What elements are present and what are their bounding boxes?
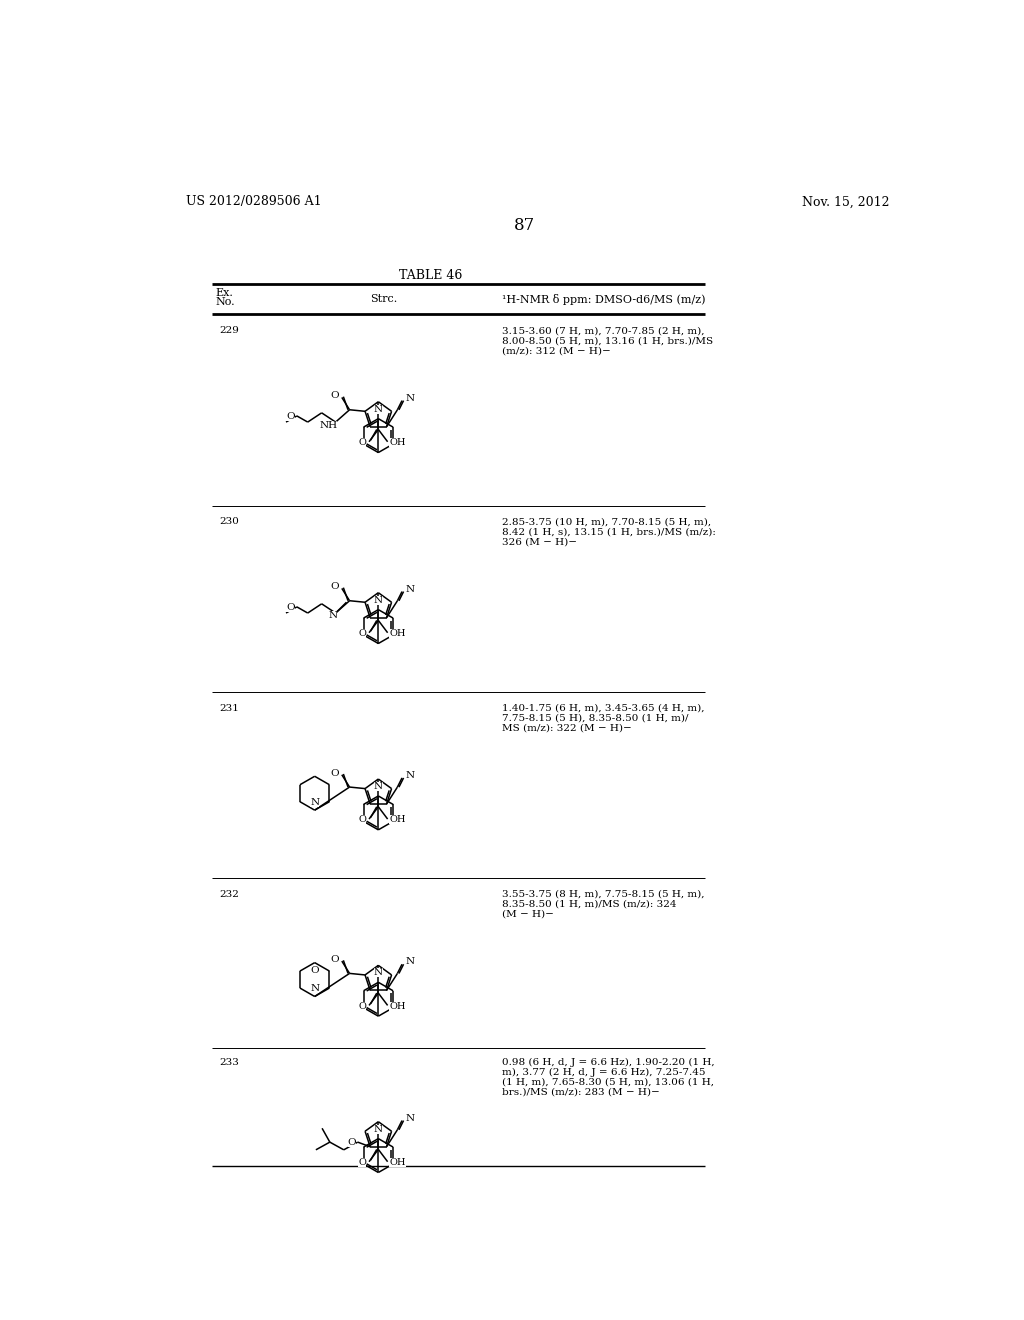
- Text: ¹H-NMR δ ppm: DMSO-d6/MS (m/z): ¹H-NMR δ ppm: DMSO-d6/MS (m/z): [502, 294, 706, 305]
- Text: 326 (M − H)−: 326 (M − H)−: [502, 537, 577, 546]
- Text: N: N: [406, 771, 415, 780]
- Text: (M − H)−: (M − H)−: [502, 909, 553, 919]
- Text: MS (m/z): 322 (M − H)−: MS (m/z): 322 (M − H)−: [502, 723, 632, 733]
- Text: O: O: [358, 816, 366, 824]
- Text: 232: 232: [219, 890, 240, 899]
- Text: N: N: [310, 985, 319, 994]
- Text: O: O: [330, 392, 339, 400]
- Text: OH: OH: [389, 1158, 406, 1167]
- Text: O: O: [330, 768, 339, 777]
- Text: N: N: [374, 405, 383, 413]
- Text: brs.)/MS (m/z): 283 (M − H)−: brs.)/MS (m/z): 283 (M − H)−: [502, 1088, 659, 1097]
- Text: O: O: [286, 412, 295, 421]
- Text: O: O: [358, 1158, 366, 1167]
- Text: 87: 87: [514, 216, 536, 234]
- Text: 231: 231: [219, 704, 240, 713]
- Text: N: N: [374, 969, 383, 977]
- Text: 1.40-1.75 (6 H, m), 3.45-3.65 (4 H, m),: 1.40-1.75 (6 H, m), 3.45-3.65 (4 H, m),: [502, 704, 705, 713]
- Text: 0.98 (6 H, d, J = 6.6 Hz), 1.90-2.20 (1 H,: 0.98 (6 H, d, J = 6.6 Hz), 1.90-2.20 (1 …: [502, 1057, 714, 1067]
- Text: OH: OH: [389, 1002, 406, 1011]
- Text: 3.15-3.60 (7 H, m), 7.70-7.85 (2 H, m),: 3.15-3.60 (7 H, m), 7.70-7.85 (2 H, m),: [502, 326, 705, 335]
- Text: OH: OH: [389, 630, 406, 638]
- Text: 2.85-3.75 (10 H, m), 7.70-8.15 (5 H, m),: 2.85-3.75 (10 H, m), 7.70-8.15 (5 H, m),: [502, 517, 711, 527]
- Text: m), 3.77 (2 H, d, J = 6.6 Hz), 7.25-7.45: m), 3.77 (2 H, d, J = 6.6 Hz), 7.25-7.45: [502, 1068, 706, 1077]
- Text: O: O: [347, 1138, 356, 1147]
- Text: N: N: [374, 781, 383, 791]
- Text: 3.55-3.75 (8 H, m), 7.75-8.15 (5 H, m),: 3.55-3.75 (8 H, m), 7.75-8.15 (5 H, m),: [502, 890, 705, 899]
- Text: Strc.: Strc.: [370, 294, 397, 304]
- Text: (m/z): 312 (M − H)−: (m/z): 312 (M − H)−: [502, 346, 610, 355]
- Text: O: O: [286, 603, 295, 612]
- Text: 233: 233: [219, 1057, 240, 1067]
- Text: 8.35-8.50 (1 H, m)/MS (m/z): 324: 8.35-8.50 (1 H, m)/MS (m/z): 324: [502, 900, 676, 909]
- Text: 230: 230: [219, 517, 240, 527]
- Text: (1 H, m), 7.65-8.30 (5 H, m), 13.06 (1 H,: (1 H, m), 7.65-8.30 (5 H, m), 13.06 (1 H…: [502, 1077, 714, 1086]
- Text: N: N: [406, 585, 415, 594]
- Text: 8.00-8.50 (5 H, m), 13.16 (1 H, brs.)/MS: 8.00-8.50 (5 H, m), 13.16 (1 H, brs.)/MS: [502, 337, 713, 346]
- Text: O: O: [358, 1002, 366, 1011]
- Text: US 2012/0289506 A1: US 2012/0289506 A1: [186, 195, 322, 209]
- Text: N: N: [310, 799, 319, 807]
- Text: O: O: [330, 582, 339, 591]
- Text: O: O: [358, 438, 366, 447]
- Text: Ex.: Ex.: [216, 288, 233, 298]
- Text: 8.42 (1 H, s), 13.15 (1 H, brs.)/MS (m/z):: 8.42 (1 H, s), 13.15 (1 H, brs.)/MS (m/z…: [502, 527, 716, 536]
- Text: N: N: [374, 595, 383, 605]
- Text: 229: 229: [219, 326, 240, 335]
- Text: N: N: [328, 611, 337, 620]
- Text: NH: NH: [319, 421, 337, 429]
- Text: No.: No.: [216, 297, 236, 308]
- Text: O: O: [330, 956, 339, 964]
- Text: OH: OH: [389, 816, 406, 824]
- Text: Nov. 15, 2012: Nov. 15, 2012: [802, 195, 890, 209]
- Text: O: O: [358, 630, 366, 638]
- Text: O: O: [310, 966, 319, 974]
- Text: N: N: [406, 393, 415, 403]
- Text: 7.75-8.15 (5 H), 8.35-8.50 (1 H, m)/: 7.75-8.15 (5 H), 8.35-8.50 (1 H, m)/: [502, 714, 688, 722]
- Text: N: N: [374, 1125, 383, 1134]
- Text: TABLE 46: TABLE 46: [398, 268, 462, 281]
- Text: OH: OH: [389, 438, 406, 447]
- Text: N: N: [406, 1114, 415, 1123]
- Text: N: N: [406, 957, 415, 966]
